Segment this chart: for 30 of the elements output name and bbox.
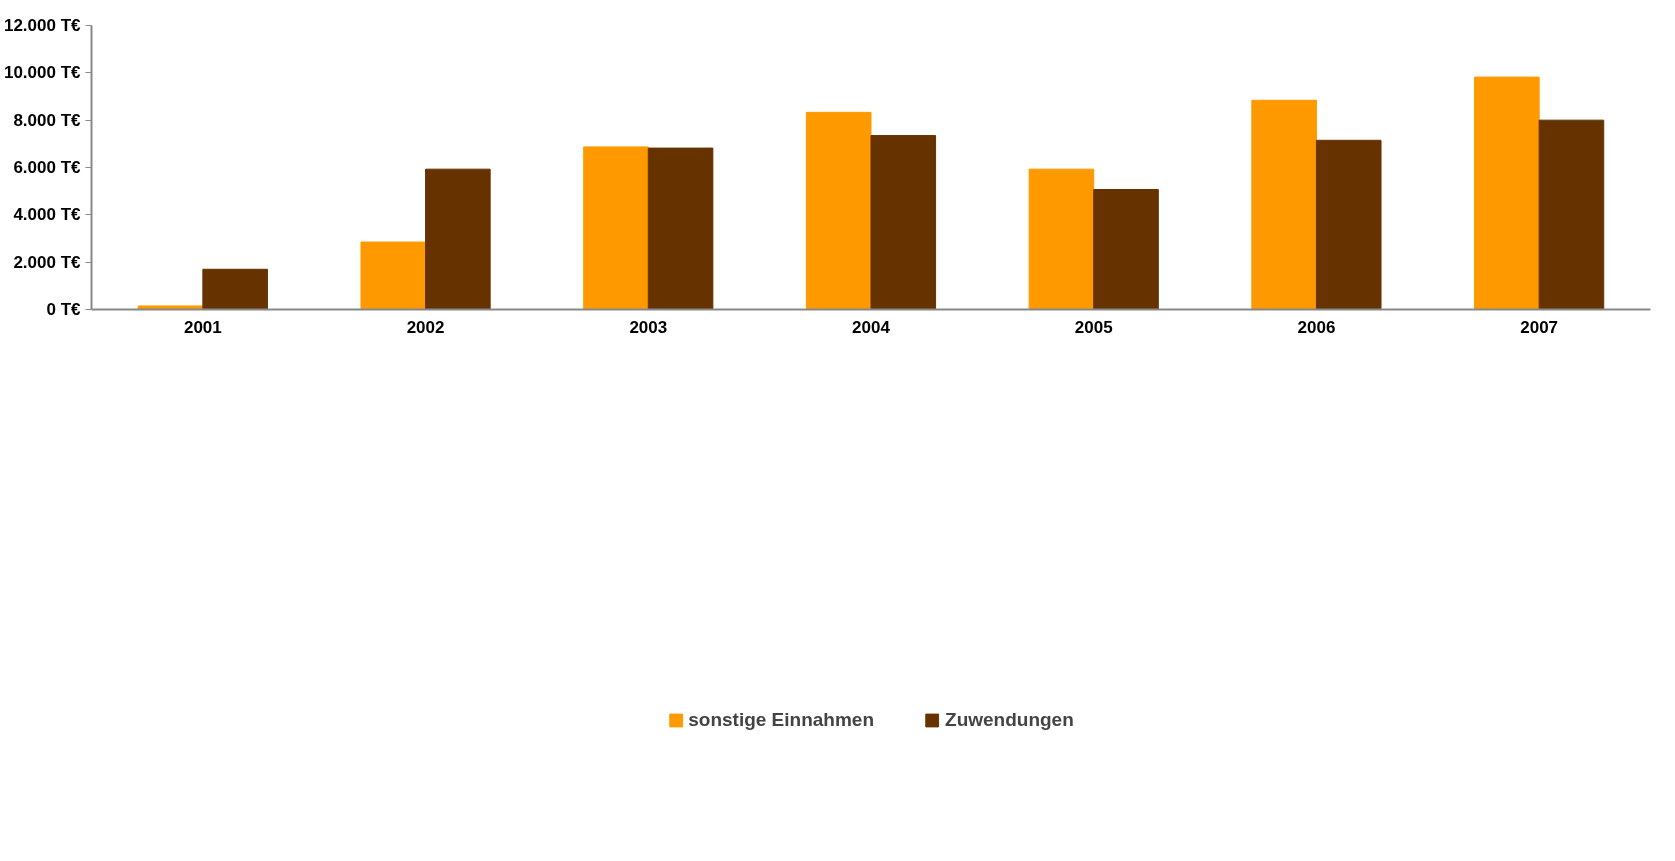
x-tick-label: 2006 <box>1297 317 1336 337</box>
legend-label: Zuwendungen <box>945 708 1074 731</box>
x-tick-label: 2005 <box>1074 317 1113 337</box>
x-tick-label: 2004 <box>852 317 891 337</box>
y-tick-label: 6.000 T€ <box>13 158 82 177</box>
bar <box>202 268 268 310</box>
bar <box>583 146 649 310</box>
y-tick-label: 2.000 T€ <box>13 252 82 272</box>
bar <box>137 305 204 310</box>
bar <box>1474 76 1540 310</box>
x-tick-label: 2003 <box>629 317 668 337</box>
bar <box>870 135 937 310</box>
x-tick-label: 2001 <box>183 317 222 337</box>
x-tick-label: 2007 <box>1520 317 1559 337</box>
bar <box>1093 189 1159 310</box>
bar <box>360 241 427 310</box>
x-tick-label: 2002 <box>406 317 445 337</box>
bar <box>1315 139 1382 310</box>
legend-label: sonstige Einnahmen <box>688 708 875 731</box>
y-tick-label: 0 T€ <box>46 300 82 319</box>
bar <box>647 147 714 310</box>
y-tick-label: 10.000 T€ <box>3 63 82 83</box>
bar <box>805 111 872 310</box>
bar <box>1538 119 1605 310</box>
y-tick-label: 4.000 T€ <box>13 205 82 225</box>
bar <box>425 168 491 310</box>
bar <box>1251 99 1317 310</box>
y-tick-label: 8.000 T€ <box>13 110 82 130</box>
y-tick-label: 12.000 T€ <box>3 16 82 35</box>
bar <box>1028 168 1095 310</box>
